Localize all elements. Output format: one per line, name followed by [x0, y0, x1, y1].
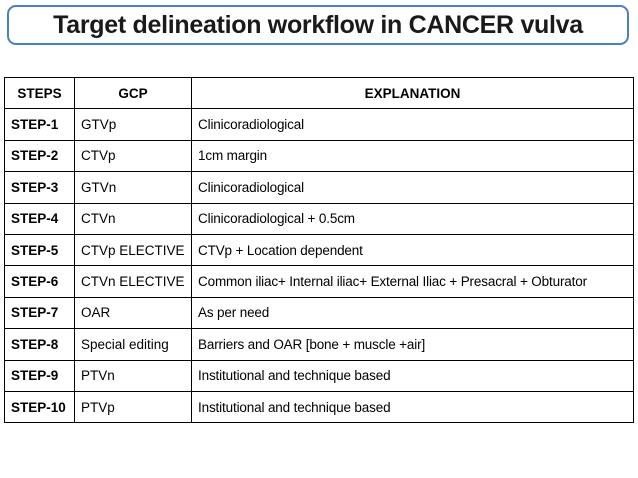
- explanation-cell: Institutional and technique based: [191, 359, 634, 392]
- table-header-row: STEPS GCP EXPLANATION: [4, 76, 634, 110]
- explanation-cell: Clinicoradiological: [191, 171, 634, 204]
- explanation-cell: As per need: [191, 296, 634, 330]
- step-cell: STEP-1: [4, 108, 75, 141]
- step-cell: STEP-2: [4, 139, 75, 173]
- gcp-cell: PTVp: [74, 390, 192, 424]
- table-row: STEP-3 GTVn Clinicoradiological: [4, 171, 634, 204]
- step-cell: STEP-7: [4, 296, 75, 330]
- table-row: STEP-8 Special editing Barriers and OAR …: [4, 328, 634, 361]
- explanation-cell: Clinicoradiological: [191, 108, 634, 141]
- table-row: STEP-7 OAR As per need: [4, 296, 634, 330]
- page-title: Target delineation workflow in CANCER vu…: [53, 10, 583, 39]
- explanation-cell: Institutional and technique based: [191, 390, 634, 424]
- step-cell: STEP-9: [4, 359, 75, 392]
- table-row: STEP-2 CTVp 1cm margin: [4, 139, 634, 173]
- gcp-cell: GTVn: [74, 171, 192, 204]
- workflow-table: STEPS GCP EXPLANATION STEP-1 GTVp Clinic…: [4, 76, 634, 424]
- header-gcp: GCP: [74, 76, 192, 110]
- table-row: STEP-1 GTVp Clinicoradiological: [4, 108, 634, 141]
- table-row: STEP-9 PTVn Institutional and technique …: [4, 359, 634, 392]
- gcp-cell: Special editing: [74, 328, 192, 361]
- step-cell: STEP-5: [4, 233, 75, 267]
- explanation-cell: 1cm margin: [191, 139, 634, 173]
- step-cell: STEP-3: [4, 171, 75, 204]
- step-cell: STEP-10: [4, 390, 75, 424]
- table-row: STEP-4 CTVn Clinicoradiological + 0.5cm: [4, 202, 634, 235]
- explanation-cell: Common iliac+ Internal iliac+ External I…: [191, 265, 634, 298]
- table-row: STEP-10 PTVp Institutional and technique…: [4, 390, 634, 424]
- step-cell: STEP-6: [4, 265, 75, 298]
- step-cell: STEP-4: [4, 202, 75, 235]
- gcp-cell: CTVn ELECTIVE: [74, 265, 192, 298]
- gcp-cell: CTVp ELECTIVE: [74, 233, 192, 267]
- table-row: STEP-5 CTVp ELECTIVE CTVp + Location dep…: [4, 233, 634, 267]
- gcp-cell: GTVp: [74, 108, 192, 141]
- gcp-cell: PTVn: [74, 359, 192, 392]
- gcp-cell: CTVp: [74, 139, 192, 173]
- step-cell: STEP-8: [4, 328, 75, 361]
- explanation-cell: Clinicoradiological + 0.5cm: [191, 202, 634, 235]
- header-explanation: EXPLANATION: [191, 76, 634, 110]
- header-steps: STEPS: [4, 76, 75, 110]
- gcp-cell: CTVn: [74, 202, 192, 235]
- gcp-cell: OAR: [74, 296, 192, 330]
- title-box: Target delineation workflow in CANCER vu…: [7, 5, 629, 45]
- explanation-cell: CTVp + Location dependent: [191, 233, 634, 267]
- explanation-cell: Barriers and OAR [bone + muscle +air]: [191, 328, 634, 361]
- table-row: STEP-6 CTVn ELECTIVE Common iliac+ Inter…: [4, 265, 634, 298]
